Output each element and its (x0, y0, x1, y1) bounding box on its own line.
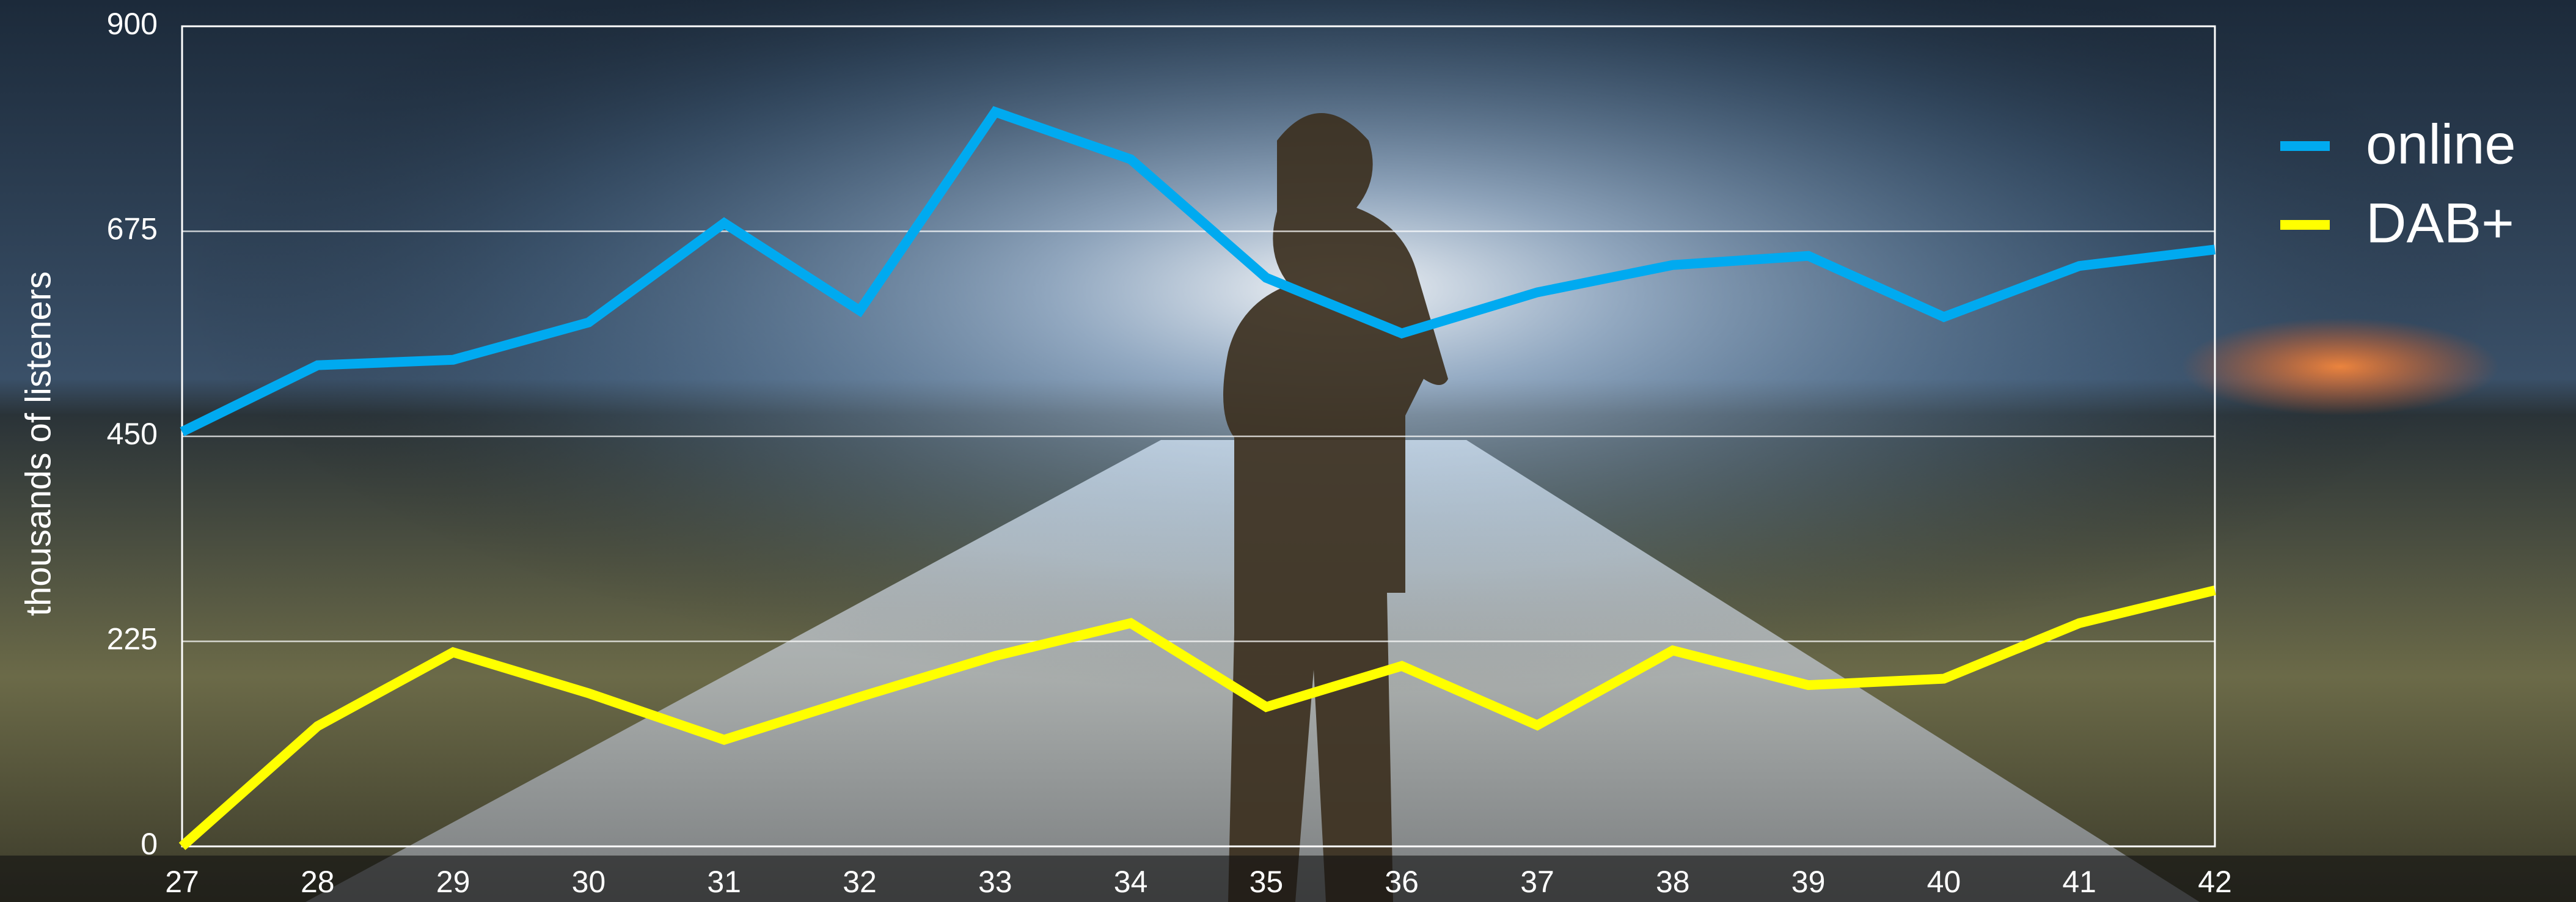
legend-label: DAB+ (2366, 192, 2514, 254)
x-tick-label: 37 (1520, 865, 1554, 899)
x-tick-label: 31 (707, 865, 741, 899)
x-tick-label: 27 (165, 865, 199, 899)
chart: thousands of listeners 0 225 450 675 900 27 28… (0, 0, 2576, 902)
x-tick-label: 34 (1114, 865, 1148, 899)
x-tick-label: 36 (1385, 865, 1419, 899)
x-tick-label: 29 (436, 865, 470, 899)
y-axis-label: thousands of listeners (18, 271, 58, 616)
x-tick-label: 42 (2198, 865, 2232, 899)
x-tick-label: 39 (1791, 865, 1826, 899)
x-tick-label: 33 (978, 865, 1012, 899)
x-tick-label: 40 (1927, 865, 1961, 899)
x-tick-label: 38 (1656, 865, 1690, 899)
x-tick-label: 28 (301, 865, 335, 899)
x-tick-label: 35 (1250, 865, 1284, 899)
horizon-glow (2181, 318, 2499, 416)
y-tick-label: 675 (107, 212, 158, 246)
x-tick-label: 41 (2062, 865, 2096, 899)
bottom-shade (0, 856, 2576, 902)
legend-label: online (2366, 113, 2516, 175)
background (0, 0, 2576, 902)
x-tick-label: 32 (843, 865, 877, 899)
y-tick-label: 450 (107, 417, 158, 451)
y-tick-label: 900 (107, 7, 158, 41)
page: {"chart_data": { "type": "line", "y_labe… (0, 0, 2576, 902)
y-tick-label: 225 (107, 622, 158, 656)
x-tick-label: 30 (572, 865, 606, 899)
y-tick-label: 0 (141, 827, 158, 861)
